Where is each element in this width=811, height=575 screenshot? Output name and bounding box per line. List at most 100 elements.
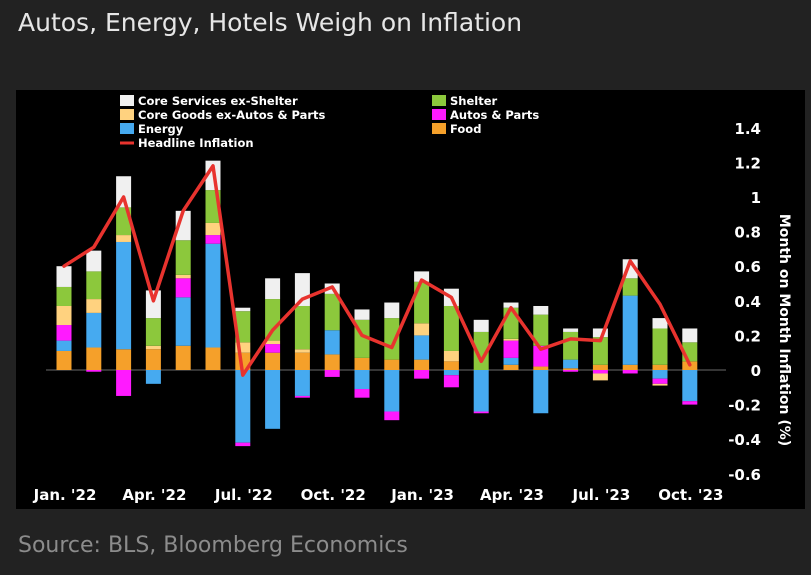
bar-segment-energy — [563, 359, 579, 369]
bar-segment-core-services-ex-shelter — [56, 266, 72, 287]
bar-segment-food — [622, 364, 638, 370]
bar-segment-food — [443, 361, 459, 370]
bar-segment-shelter — [145, 318, 161, 346]
bar-segment-core-services-ex-shelter — [414, 271, 430, 282]
y-tick-label: 0.2 — [734, 327, 761, 345]
bar-segment-food — [384, 359, 400, 370]
bar-segment-food — [533, 366, 549, 370]
bar-segment-core-services-ex-shelter — [682, 328, 698, 343]
x-tick-label: Apr. '22 — [122, 486, 186, 504]
bar-segment-core-goods-ex-autos-parts — [145, 345, 161, 350]
bar-segment-energy — [145, 370, 161, 384]
y-axis-ticks: -0.6 -0.4 -0.2 0 0.2 0.4 0.6 0.8 1 1.2 1.4 — [728, 120, 761, 484]
bar-segment-energy — [175, 297, 191, 346]
bar-segment-energy — [354, 370, 370, 390]
y-tick-label: 0.4 — [734, 293, 761, 311]
chart-svg: -0.6 -0.4 -0.2 0 0.2 0.4 0.6 0.8 1 1.2 1.4 Jan. '2… — [33, 94, 792, 504]
bar-segment-energy — [265, 370, 281, 429]
bar-segment-energy — [533, 370, 549, 414]
bar-segment-food — [563, 368, 579, 370]
bar-segment-autos-parts — [324, 370, 340, 377]
bar-segment-food — [354, 357, 370, 370]
legend-label-shelter: Shelter — [450, 94, 498, 108]
bar-segment-shelter — [563, 331, 579, 360]
bar-segment-shelter — [265, 299, 281, 341]
legend-label-core-services-ex-shelter: Core Services ex-Shelter — [138, 94, 298, 108]
bar-segment-shelter — [56, 286, 72, 306]
bar-segment-autos-parts — [592, 370, 608, 374]
bar-segment-autos-parts — [56, 325, 72, 341]
bar-segment-shelter — [592, 337, 608, 365]
bar-segment-core-goods-ex-autos-parts — [205, 222, 221, 236]
x-tick-label: Jan. '22 — [33, 486, 97, 504]
bar-segment-energy — [324, 330, 340, 355]
bar-segment-autos-parts — [473, 411, 489, 414]
headline-line-group — [62, 164, 692, 377]
legend-swatch-food — [432, 123, 446, 134]
y-tick-label: -0.6 — [728, 466, 761, 484]
bar-segment-autos-parts — [354, 389, 370, 398]
bar-segment-core-goods-ex-autos-parts — [235, 342, 251, 353]
x-tick-label: Apr. '23 — [480, 486, 544, 504]
bar-segment-shelter — [473, 331, 489, 370]
bar-segment-autos-parts — [652, 378, 668, 384]
bar-segment-core-goods-ex-autos-parts — [443, 350, 459, 362]
bar-segment-core-goods-ex-autos-parts — [503, 338, 519, 341]
bars-group — [56, 160, 698, 447]
bar-segment-core-goods-ex-autos-parts — [116, 235, 132, 242]
x-tick-label: Jan. '23 — [390, 486, 454, 504]
bar-segment-shelter — [622, 278, 638, 296]
bar-segment-core-services-ex-shelter — [86, 250, 102, 272]
bar-segment-core-services-ex-shelter — [533, 305, 549, 315]
bar-segment-food — [145, 349, 161, 370]
bar-segment-core-goods-ex-autos-parts — [652, 383, 668, 386]
headline-inflation-line — [62, 164, 692, 377]
bar-segment-shelter — [443, 305, 459, 351]
bar-segment-core-goods-ex-autos-parts — [592, 373, 608, 381]
legend-label-core-goods-ex-autos-parts: Core Goods ex-Autos & Parts — [138, 108, 326, 122]
y-tick-label: 0.6 — [734, 258, 761, 276]
x-tick-label: Jul. '23 — [572, 486, 631, 504]
bar-segment-core-services-ex-shelter — [145, 290, 161, 319]
bar-segment-core-services-ex-shelter — [503, 302, 519, 308]
legend-swatch-shelter — [432, 95, 446, 106]
bar-segment-core-services-ex-shelter — [116, 176, 132, 208]
bar-segment-shelter — [294, 305, 310, 350]
bar-segment-food — [324, 354, 340, 370]
y-tick-label: 0 — [751, 362, 761, 380]
bar-segment-food — [175, 345, 191, 370]
bar-segment-core-services-ex-shelter — [473, 319, 489, 332]
bar-segment-shelter — [384, 318, 400, 360]
x-axis-ticks: Jan. '22 Apr. '22 Jul. '22 Oct. '22 Jan. '23… — [33, 486, 724, 504]
y-tick-label: 1.2 — [734, 154, 761, 172]
bar-segment-food — [116, 349, 132, 370]
bar-segment-autos-parts — [443, 375, 459, 388]
bar-segment-core-goods-ex-autos-parts — [86, 299, 102, 313]
legend-swatch-core-services-ex-shelter — [120, 95, 134, 106]
bar-segment-energy — [294, 370, 310, 396]
y-tick-label: 1.4 — [734, 120, 761, 138]
bar-segment-autos-parts — [563, 370, 579, 372]
legend-label-food: Food — [450, 122, 481, 136]
bar-segment-autos-parts — [622, 370, 638, 374]
bar-segment-core-services-ex-shelter — [384, 302, 400, 319]
bar-segment-autos-parts — [414, 370, 430, 379]
y-tick-label: -0.2 — [728, 397, 761, 415]
bar-segment-shelter — [175, 240, 191, 275]
bar-segment-food — [205, 347, 221, 370]
bar-segment-autos-parts — [265, 344, 281, 353]
bar-segment-energy — [235, 370, 251, 443]
bar-segment-core-goods-ex-autos-parts — [175, 274, 191, 279]
bar-segment-core-services-ex-shelter — [265, 278, 281, 300]
bar-segment-energy — [86, 312, 102, 348]
source-note: Source: BLS, Bloomberg Economics — [18, 533, 408, 558]
bar-segment-food — [503, 364, 519, 370]
bar-segment-autos-parts — [384, 411, 400, 421]
y-axis-label: Month on Month Inflation (%) — [776, 214, 792, 446]
bar-segment-energy — [622, 295, 638, 365]
bar-segment-autos-parts — [533, 345, 549, 367]
bar-segment-energy — [116, 241, 132, 350]
bar-segment-food — [294, 352, 310, 370]
bar-segment-shelter — [652, 328, 668, 365]
bar-segment-autos-parts — [235, 442, 251, 447]
